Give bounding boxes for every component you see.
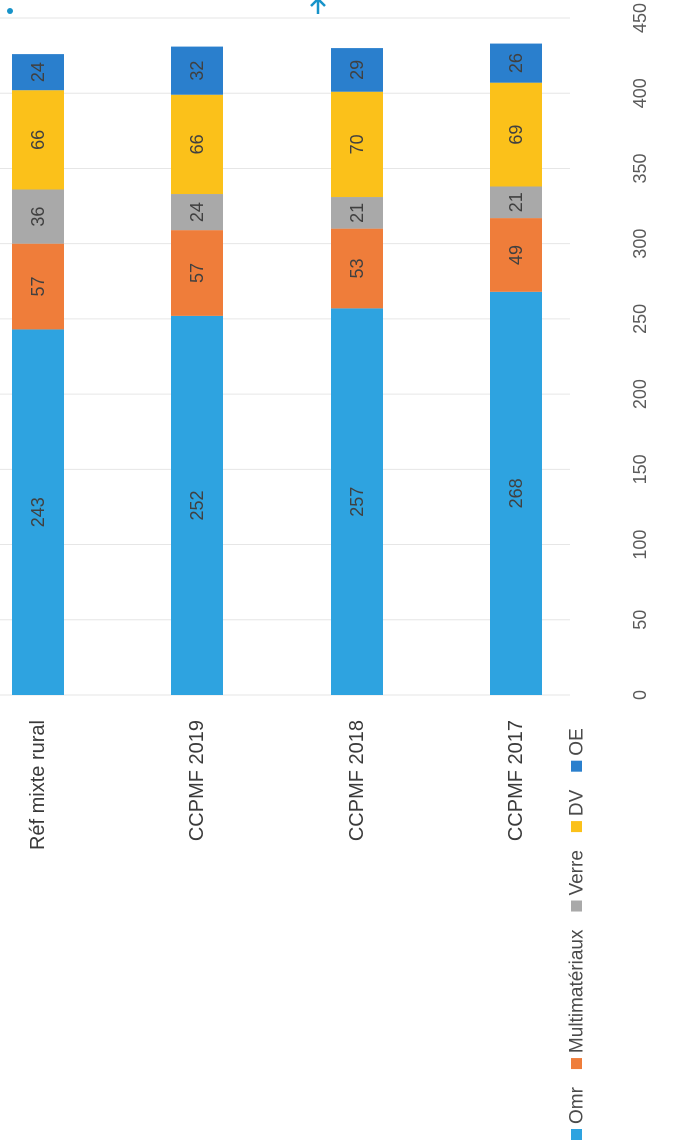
bar-segment-dv [12,90,64,190]
data-label: 66 [187,134,207,154]
bar-segment-multimat-riaux [171,230,223,316]
value-tick-label: 50 [630,610,650,630]
bar-segment-oe [490,43,542,83]
bar-segment-multimat-riaux [331,228,383,309]
legend-swatch [571,760,582,772]
value-tick-label: 100 [630,530,650,560]
bar-segment-multimat-riaux [12,243,64,330]
value-tick-label: 350 [630,153,650,183]
data-label: 21 [347,203,367,223]
category-axis-labels: Réf mixte rural CCPMF 2019 CCPMF 2018 CCPMF… [27,720,527,850]
value-tick-label: 400 [630,78,650,108]
bar-segment-oe [171,46,223,95]
data-label: 24 [28,62,48,82]
data-label: 29 [347,60,367,80]
data-label: 53 [347,258,367,278]
bar-segment-verre [490,186,542,219]
category-label: CCPMF 2019 [186,720,208,841]
bar-segment-omr [12,329,64,695]
legend-group: Omr Multimatériaux Verre DV OE [567,728,588,1140]
bar-segment-verre [331,197,383,229]
category-label: Réf mixte rural [27,720,49,850]
data-label: 252 [187,490,207,520]
data-label: 57 [187,263,207,283]
legend-label: Multimatériaux [567,929,588,1053]
category-label: CCPMF 2018 [346,720,368,841]
value-tick-label: 200 [630,379,650,409]
bar-segment-dv [331,91,383,198]
data-label: 257 [347,487,367,517]
bar-segment-dv [171,94,223,195]
legend-label: OE [567,728,588,755]
value-tick-label: 450 [630,3,650,33]
value-tick-label: 0 [630,690,650,700]
bar-segment-verre [171,194,223,231]
value-tick-label: 250 [630,304,650,334]
bars [12,43,542,695]
bar-segment-omr [331,308,383,695]
data-label: 32 [187,61,207,81]
data-label: 24 [187,202,207,222]
data-label: 69 [506,125,526,145]
arrow-up-icon [310,0,326,14]
top-decoration [7,0,326,14]
legend-label: DV [567,789,588,816]
dot-icon [7,8,13,14]
data-labels: 243 57 36 66 24 252 57 24 66 32 257 53 21 70 29 268 49 21… [28,53,526,527]
data-label: 49 [506,245,526,265]
data-label: 70 [347,134,367,154]
legend-swatch [571,900,582,912]
data-label: 36 [28,207,48,227]
category-label: CCPMF 2017 [505,720,527,841]
data-label: 57 [28,277,48,297]
legend-swatch [571,1129,582,1140]
data-label: 21 [506,192,526,212]
bar-segment-oe [331,48,383,92]
value-axis-ticks: 0 50 100 150 200 250 300 350 400 450 [630,3,650,700]
legend-swatch [571,821,582,833]
value-tick-label: 300 [630,229,650,259]
bar-segment-omr [171,315,223,695]
value-tick-label: 150 [630,454,650,484]
data-label: 26 [506,53,526,73]
bar-segment-verre [12,189,64,244]
bar-segment-oe [12,54,64,91]
gridlines [0,17,570,696]
legend-label: Omr [567,1086,588,1124]
legend-swatch [571,1058,582,1070]
data-label: 243 [28,497,48,527]
legend-label: Verre [567,850,588,895]
bar-segment-omr [490,291,542,695]
data-label: 66 [28,130,48,150]
data-label: 268 [506,478,526,508]
bar-segment-multimat-riaux [490,218,542,292]
legend: Omr Multimatériaux Verre DV OE [567,728,588,1140]
bar-segment-dv [490,82,542,187]
